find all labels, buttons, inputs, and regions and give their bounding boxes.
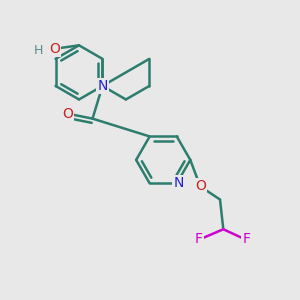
Text: N: N (173, 176, 184, 190)
Text: O: O (195, 179, 206, 193)
Text: O: O (62, 107, 73, 121)
Text: F: F (194, 232, 202, 246)
Text: N: N (97, 79, 108, 93)
Text: F: F (242, 232, 250, 246)
Text: H: H (34, 44, 43, 57)
Text: O: O (49, 42, 60, 56)
